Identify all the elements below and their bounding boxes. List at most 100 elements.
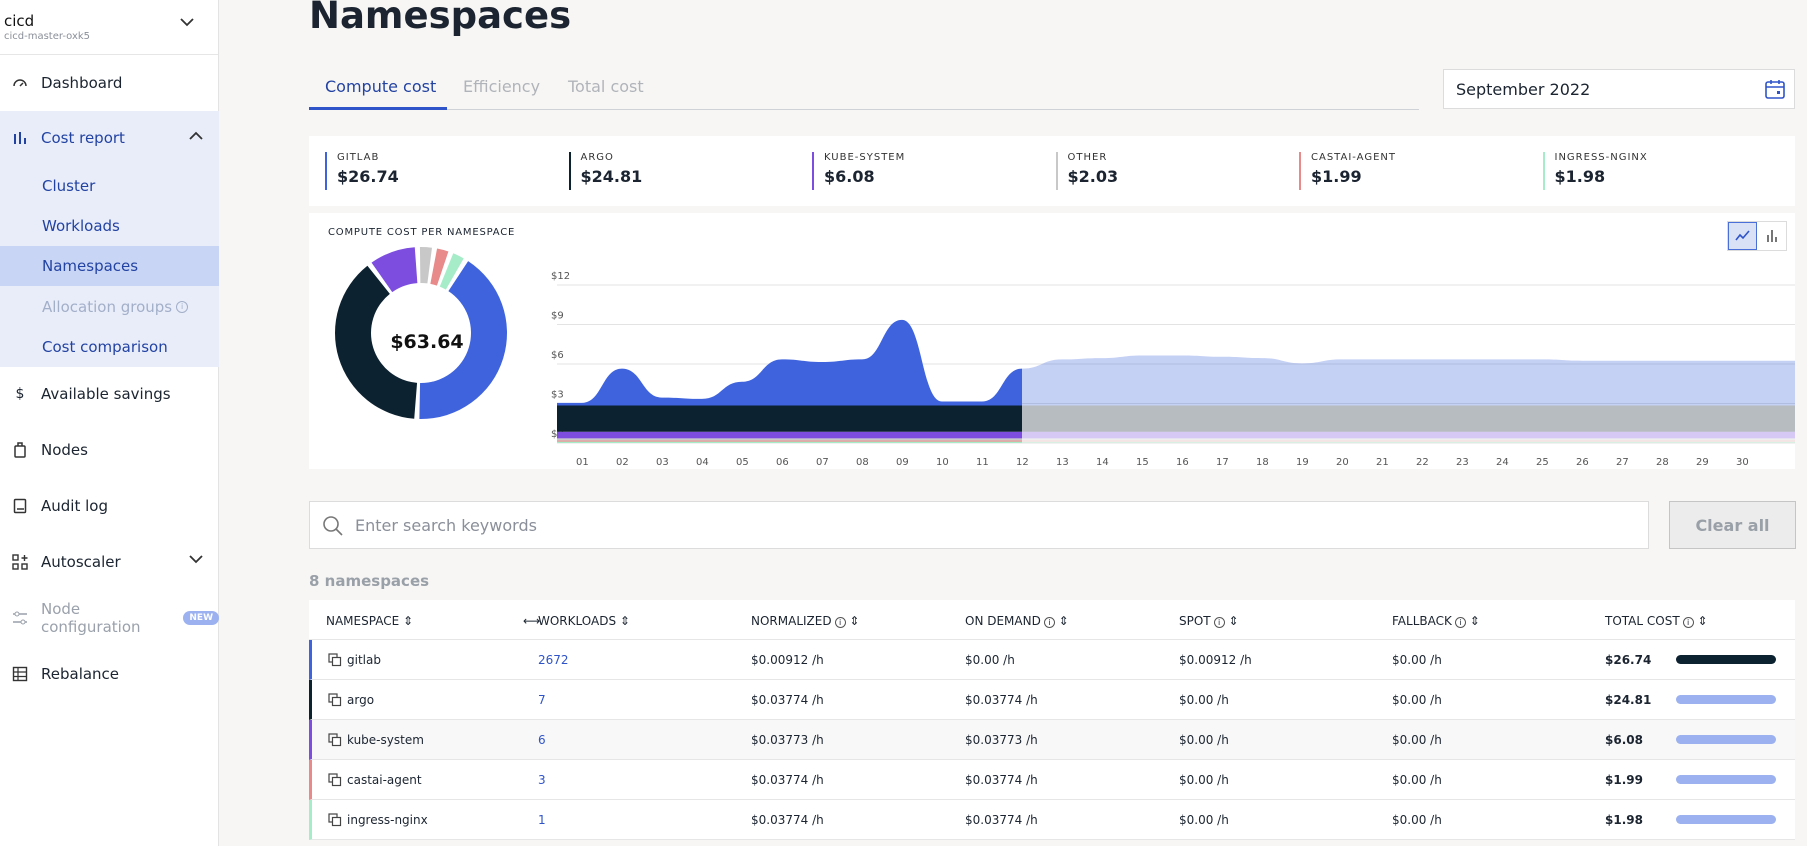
area-argo-forecast (1022, 405, 1795, 432)
col-on-demand-label: ON DEMAND (965, 614, 1041, 628)
col-on-demand[interactable]: ON DEMAND i ⇕ (965, 614, 1069, 628)
col-namespace[interactable]: NAMESPACE ⇕ (326, 614, 413, 628)
tab-efficiency[interactable]: Efficiency (463, 77, 541, 96)
nav-dashboard[interactable]: Dashboard (0, 63, 219, 103)
tab-total-cost[interactable]: Total cost (568, 77, 644, 96)
col-spot[interactable]: SPOT i ⇕ (1179, 614, 1239, 628)
donut-slice-kube-system[interactable] (371, 247, 418, 293)
nav-nodes[interactable]: Nodes (0, 430, 219, 470)
bar-chart-toggle-icon[interactable] (1757, 222, 1786, 250)
cell-normalized: $0.03773 /h (751, 733, 824, 747)
cell-fallback: $0.00 /h (1392, 693, 1442, 707)
nav-allocation-groups[interactable]: Allocation groups i (0, 287, 219, 327)
nav-cost-report[interactable]: Cost report (0, 118, 219, 158)
table-row[interactable]: castai-agent 3 $0.03774 /h $0.03774 /h $0.00… (309, 760, 1795, 800)
col-fallback[interactable]: FALLBACK i ⇕ (1392, 614, 1480, 628)
nav-autoscaler-label: Autoscaler (41, 553, 121, 571)
summary-value: $2.03 (1067, 167, 1119, 186)
x-tick-label: 15 (1136, 457, 1149, 468)
cell-fallback: $0.00 /h (1392, 773, 1442, 787)
nav-namespaces[interactable]: Namespaces (0, 246, 219, 286)
tab-compute-cost[interactable]: Compute cost (325, 77, 437, 96)
sort-icon: ⇕ (1228, 614, 1239, 628)
summary-label: GITLAB (337, 152, 380, 163)
y-tick-label: $12 (551, 271, 570, 282)
x-tick-label: 01 (576, 457, 589, 468)
col-workloads[interactable]: WORKLOADS ⇕ (538, 614, 630, 628)
table-row[interactable]: ingress-nginx 1 $0.03774 /h $0.03774 /h $0.0… (309, 800, 1795, 840)
column-resize-handle[interactable]: ⟷ (523, 614, 541, 628)
cell-total-cost: $6.08 (1605, 733, 1643, 747)
cell-workloads[interactable]: 2672 (538, 653, 569, 667)
col-normalized[interactable]: NORMALIZED i ⇕ (751, 614, 859, 628)
nav-available-savings[interactable]: $ Available savings (0, 374, 219, 414)
donut-total: $63.64 (390, 331, 464, 353)
cluster-name: cicd (4, 12, 35, 30)
chart-type-toggle[interactable] (1727, 221, 1787, 251)
summary-label: ARGO (580, 152, 614, 163)
cell-total-cost: $26.74 (1605, 653, 1652, 667)
copy-icon[interactable] (328, 733, 342, 747)
copy-icon[interactable] (328, 653, 342, 667)
x-tick-label: 08 (856, 457, 869, 468)
donut-slice-castai-agent[interactable] (430, 248, 449, 286)
bar-chart-icon (12, 130, 28, 146)
x-tick-label: 04 (696, 457, 709, 468)
summary-value: $24.81 (580, 167, 643, 186)
donut-slice-gitlab[interactable] (419, 261, 507, 419)
table-row[interactable]: gitlab 2672 $0.00912 /h $0.00 /h $0.00912 /h… (309, 640, 1795, 680)
copy-icon[interactable] (328, 813, 342, 827)
nav-cost-comparison[interactable]: Cost comparison (42, 338, 168, 356)
cell-namespace: ingress-nginx (347, 813, 428, 827)
cell-total-cost: $1.99 (1605, 773, 1643, 787)
x-tick-label: 10 (936, 457, 949, 468)
summary-item-argo: ARGO $24.81 (568, 152, 643, 190)
chevron-down-icon (180, 18, 194, 27)
sort-icon: ⇕ (1469, 614, 1480, 628)
y-tick-label: $6 (551, 350, 564, 361)
col-total-cost[interactable]: TOTAL COST i ⇕ (1605, 614, 1708, 628)
nav-cluster[interactable]: Cluster (42, 177, 96, 195)
nav-audit-log[interactable]: Audit log (0, 486, 219, 526)
search-placeholder: Enter search keywords (355, 515, 537, 535)
calendar-icon[interactable] (1764, 78, 1786, 100)
nav-workloads[interactable]: Workloads (42, 217, 120, 235)
x-tick-label: 28 (1656, 457, 1669, 468)
clear-all-button[interactable]: Clear all (1669, 501, 1796, 549)
cell-fallback: $0.00 /h (1392, 653, 1442, 667)
area-kube-system-actual (557, 431, 1022, 439)
x-tick-label: 26 (1576, 457, 1589, 468)
cell-workloads[interactable]: 3 (538, 773, 546, 787)
copy-icon[interactable] (328, 773, 342, 787)
total-cost-bar (1676, 655, 1776, 664)
cell-spot: $0.00 /h (1179, 733, 1229, 747)
nav-node-configuration[interactable]: Node configuration NEW (0, 598, 219, 638)
search-icon (323, 516, 343, 536)
table-row[interactable]: argo 7 $0.03774 /h $0.03774 /h $0.00 /h $0.00… (309, 680, 1795, 720)
search-input[interactable]: Enter search keywords (309, 501, 1649, 549)
x-tick-label: 07 (816, 457, 829, 468)
nav-rebalance-label: Rebalance (41, 665, 120, 683)
nav-dashboard-label: Dashboard (41, 74, 123, 92)
nav-autoscaler[interactable]: Autoscaler (0, 542, 219, 582)
cell-workloads[interactable]: 1 (538, 813, 546, 827)
namespace-count: 8 namespaces (309, 572, 430, 590)
info-icon: i (1682, 617, 1694, 628)
x-tick-label: 05 (736, 457, 749, 468)
line-chart-icon[interactable] (1728, 222, 1758, 250)
month-picker[interactable]: September 2022 (1443, 69, 1795, 109)
x-tick-label: 22 (1416, 457, 1429, 468)
cluster-selector[interactable]: cicd cicd-master-oxk5 (0, 0, 218, 55)
nav-savings-label: Available savings (41, 385, 171, 403)
summary-item-gitlab: GITLAB $26.74 (325, 152, 399, 190)
table-row[interactable]: kube-system 6 $0.03773 /h $0.03773 /h $0.00 … (309, 720, 1795, 760)
donut-slice-ingress-nginx[interactable] (439, 253, 464, 290)
cell-workloads[interactable]: 7 (538, 693, 546, 707)
cell-workloads[interactable]: 6 (538, 733, 546, 747)
donut-slice-argo[interactable] (335, 265, 418, 419)
area-other-actual (557, 438, 1022, 441)
copy-icon[interactable] (328, 693, 342, 707)
nav-rebalance[interactable]: Rebalance (0, 654, 219, 694)
x-tick-label: 02 (616, 457, 629, 468)
donut-slice-other[interactable] (419, 247, 432, 284)
